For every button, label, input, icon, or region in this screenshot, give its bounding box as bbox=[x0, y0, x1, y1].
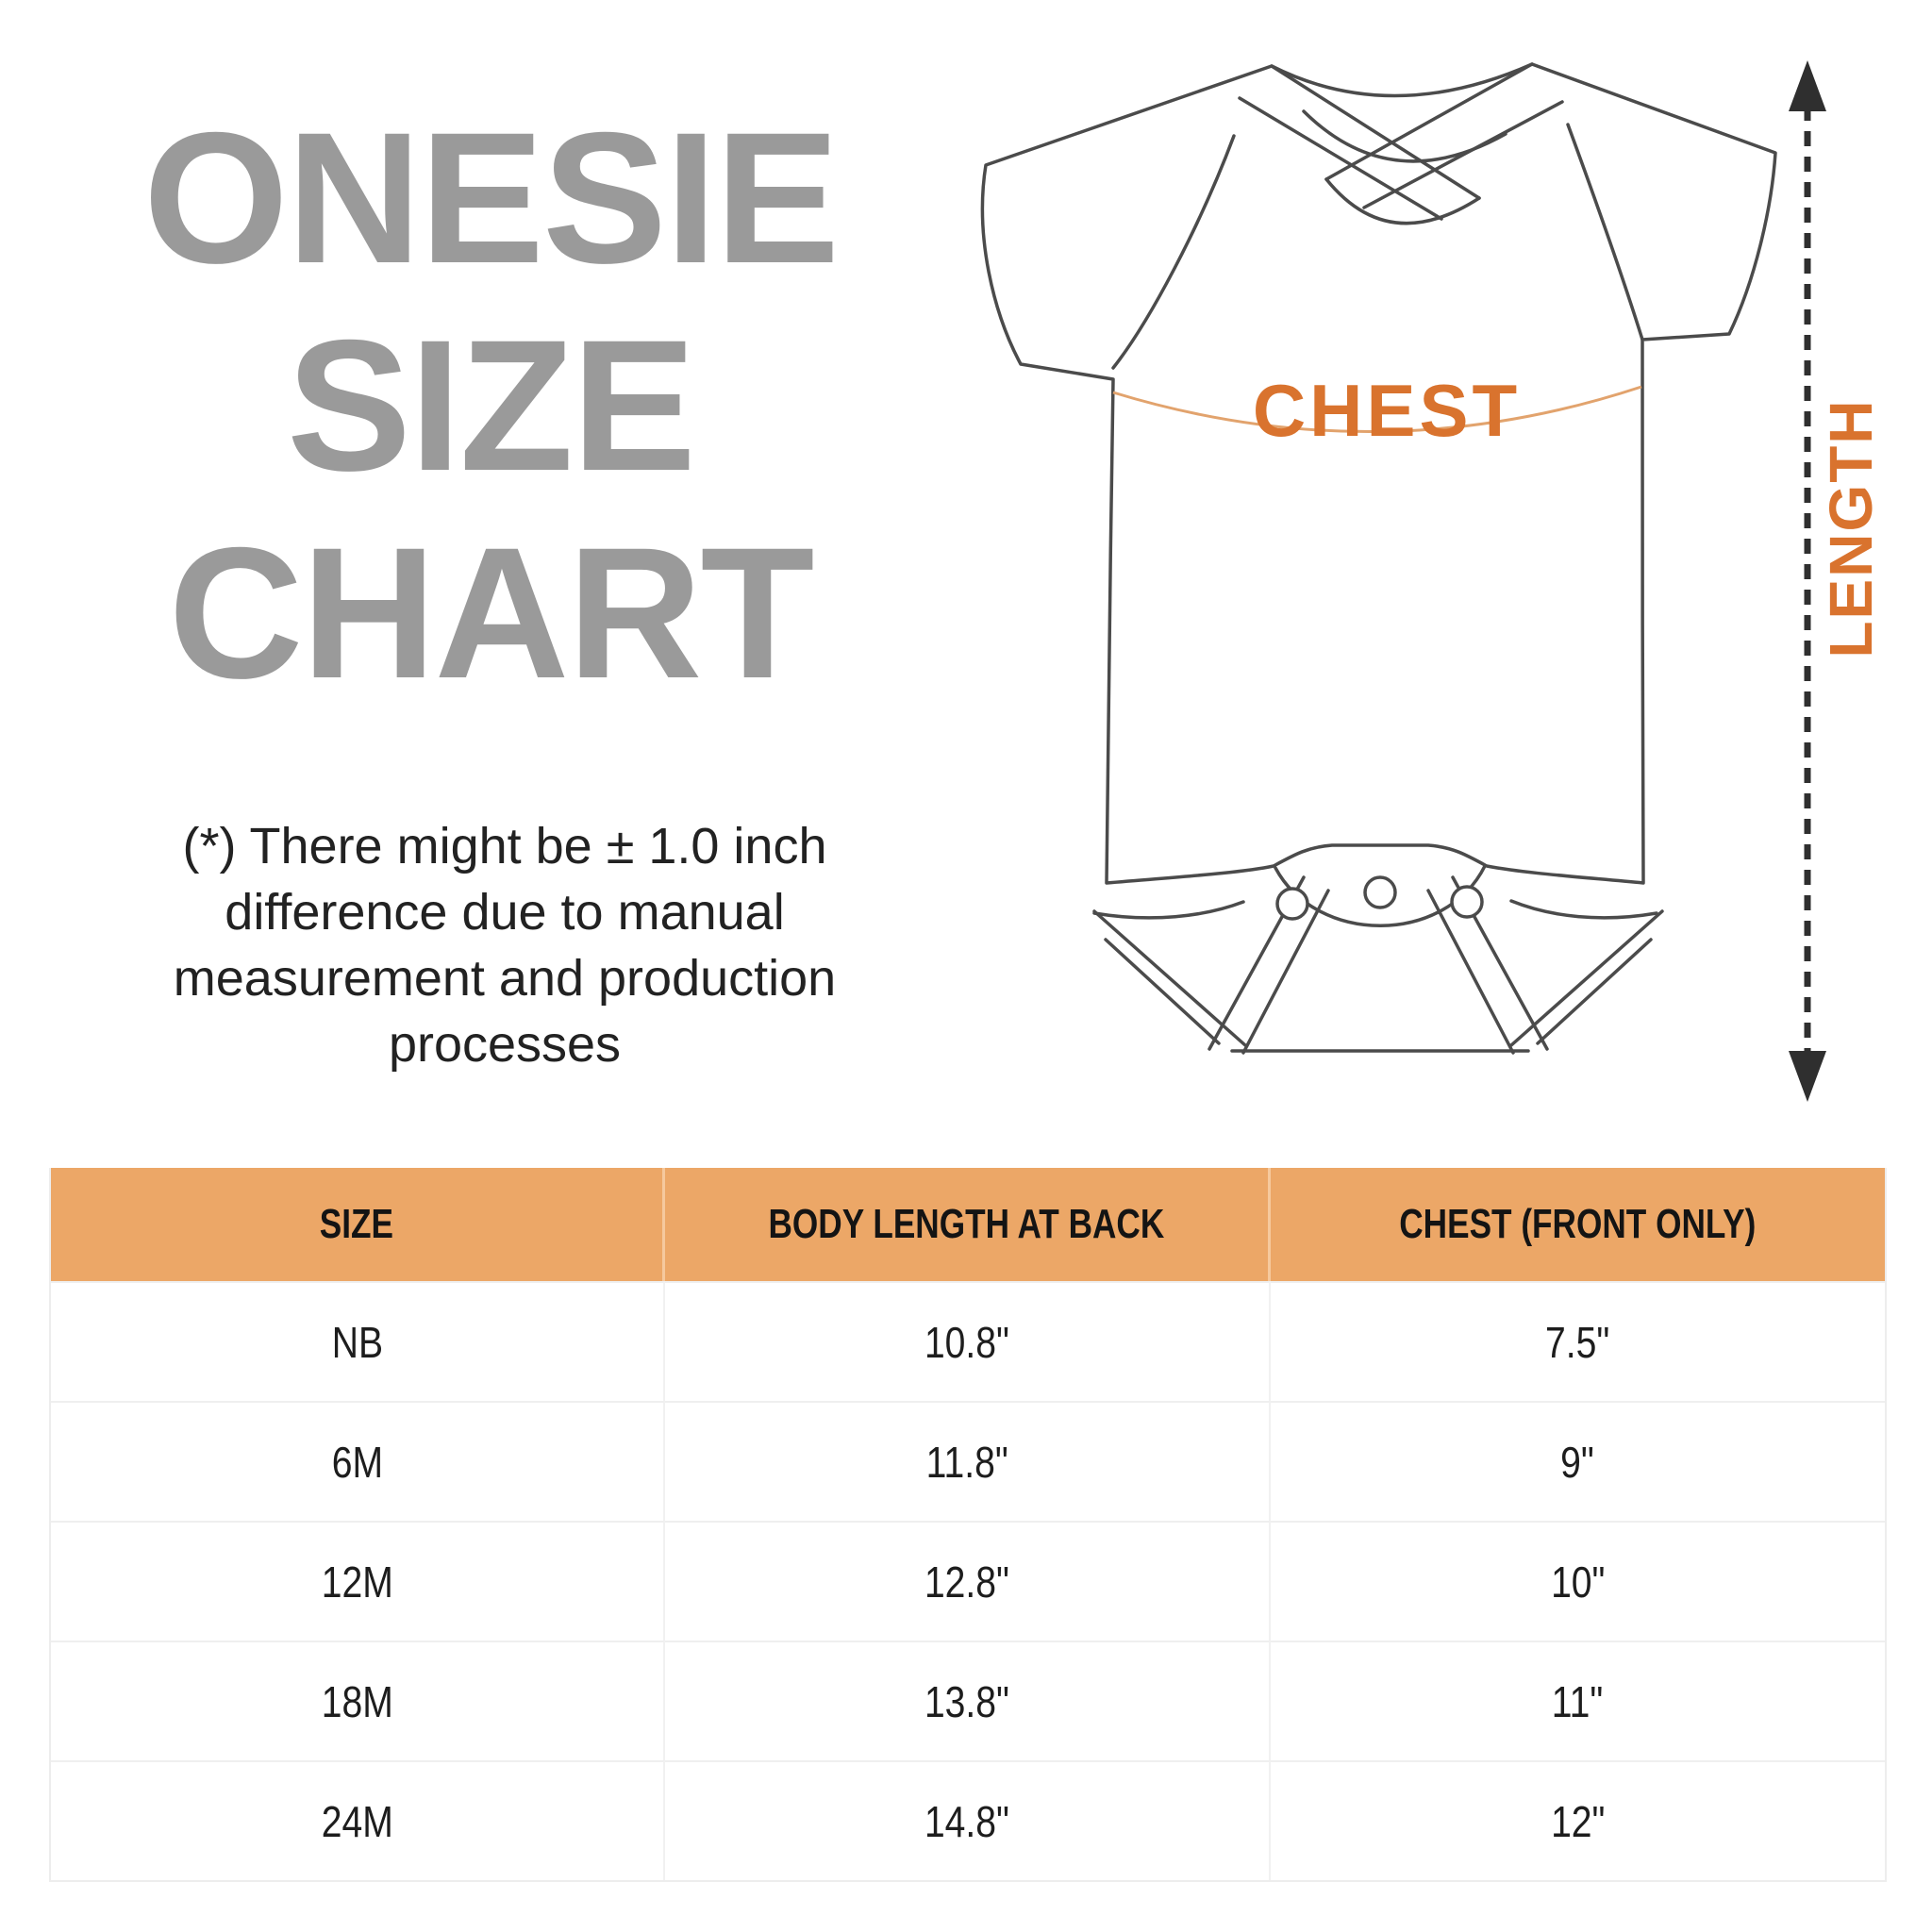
leg-fold-right-2 bbox=[1536, 938, 1653, 1045]
disclaimer-line-3: measurement and production bbox=[173, 950, 837, 1007]
leg-fold-left-4 bbox=[1241, 889, 1330, 1055]
neck-curve-middle bbox=[1302, 109, 1507, 163]
page-title: ONESIE SIZE CHART bbox=[66, 94, 915, 717]
disclaimer-line-4: processes bbox=[388, 1016, 622, 1073]
neckline-band-left-inner bbox=[1238, 96, 1443, 221]
cell-value: 6M bbox=[331, 1437, 383, 1487]
table-header-size: SIZE bbox=[51, 1168, 666, 1281]
table-cell-length-18m: 13.8" bbox=[665, 1641, 1271, 1760]
table-header-chest: CHEST (FRONT ONLY) bbox=[1270, 1168, 1885, 1281]
cell-value: 12M bbox=[321, 1557, 393, 1607]
disclaimer-line-2: difference due to manual bbox=[225, 884, 785, 941]
cell-value: 11.8" bbox=[925, 1437, 1008, 1487]
cell-value: 13.8" bbox=[924, 1676, 1009, 1726]
table-cell-chest-18m: 11" bbox=[1270, 1641, 1885, 1760]
leg-fold-right-4 bbox=[1426, 889, 1515, 1055]
leg-fold-left-2 bbox=[1104, 938, 1221, 1045]
table-cell-length-nb: 10.8" bbox=[665, 1281, 1271, 1401]
chest-measure-line bbox=[1112, 385, 1642, 434]
leg-fold-left-1 bbox=[1092, 909, 1247, 1047]
arrow-up-icon bbox=[1789, 60, 1826, 111]
neckline-band-left-outer bbox=[1270, 64, 1481, 200]
table-cell-size-6m: 6M bbox=[51, 1401, 666, 1521]
onesie-outline bbox=[980, 62, 1777, 885]
title-line-3: CHART bbox=[168, 508, 815, 717]
cell-value: 12.8" bbox=[924, 1557, 1009, 1607]
disclaimer-line-1: (*) There might be ± 1.0 inch bbox=[182, 818, 827, 874]
hem-band-left bbox=[1092, 900, 1245, 920]
leg-fold-right-1 bbox=[1509, 909, 1664, 1047]
length-measure: LENGTH bbox=[1789, 60, 1885, 1102]
neckline-band-right-inner bbox=[1362, 100, 1564, 209]
cell-value: 12" bbox=[1550, 1796, 1606, 1846]
cell-value: 11" bbox=[1552, 1676, 1604, 1726]
cell-value: 10.8" bbox=[924, 1317, 1009, 1367]
header-label: SIZE bbox=[319, 1201, 394, 1247]
cell-value: 9" bbox=[1560, 1437, 1595, 1487]
cell-value: 7.5" bbox=[1545, 1317, 1610, 1367]
cell-value: 14.8" bbox=[924, 1796, 1009, 1846]
cell-value: NB bbox=[331, 1317, 383, 1367]
table-cell-size-nb: NB bbox=[51, 1281, 666, 1401]
arrow-down-icon bbox=[1789, 1051, 1826, 1102]
cell-value: 18M bbox=[321, 1676, 393, 1726]
table-cell-chest-24m: 12" bbox=[1270, 1760, 1885, 1880]
header-label: CHEST (FRONT ONLY) bbox=[1399, 1201, 1757, 1247]
table-cell-chest-12m: 10" bbox=[1270, 1521, 1885, 1641]
table-header-body-length: BODY LENGTH AT BACK bbox=[665, 1168, 1271, 1281]
hem-band-right bbox=[1509, 899, 1658, 920]
cell-value: 10" bbox=[1550, 1557, 1606, 1607]
disclaimer-note: (*) There might be ± 1.0 inch difference… bbox=[38, 813, 972, 1077]
table-cell-size-18m: 18M bbox=[51, 1641, 666, 1760]
table-cell-length-24m: 14.8" bbox=[665, 1760, 1271, 1880]
table-cell-length-6m: 11.8" bbox=[665, 1401, 1271, 1521]
table-cell-size-24m: 24M bbox=[51, 1760, 666, 1880]
snap-button-right bbox=[1450, 885, 1484, 919]
snap-button-center bbox=[1363, 875, 1397, 909]
cell-value: 24M bbox=[321, 1796, 393, 1846]
title-line-2: SIZE bbox=[286, 301, 696, 509]
table-cell-size-12m: 12M bbox=[51, 1521, 666, 1641]
table-cell-chest-nb: 7.5" bbox=[1270, 1281, 1885, 1401]
header-label: BODY LENGTH AT BACK bbox=[768, 1201, 1165, 1247]
table-cell-chest-6m: 9" bbox=[1270, 1401, 1885, 1521]
sleeve-seam-left bbox=[1111, 134, 1236, 370]
onesie-sketch: CHEST bbox=[980, 62, 1777, 1055]
neck-curve-front bbox=[1324, 177, 1481, 225]
title-line-1: ONESIE bbox=[142, 93, 840, 302]
chest-label: CHEST bbox=[1253, 369, 1521, 452]
size-table: SIZE BODY LENGTH AT BACK CHEST (FRONT ON… bbox=[49, 1168, 1887, 1882]
sleeve-seam-right bbox=[1566, 123, 1644, 341]
snap-button-left bbox=[1275, 887, 1309, 921]
length-label: LENGTH bbox=[1817, 398, 1885, 658]
neckline-band-right-outer bbox=[1324, 62, 1534, 181]
table-cell-length-12m: 12.8" bbox=[665, 1521, 1271, 1641]
